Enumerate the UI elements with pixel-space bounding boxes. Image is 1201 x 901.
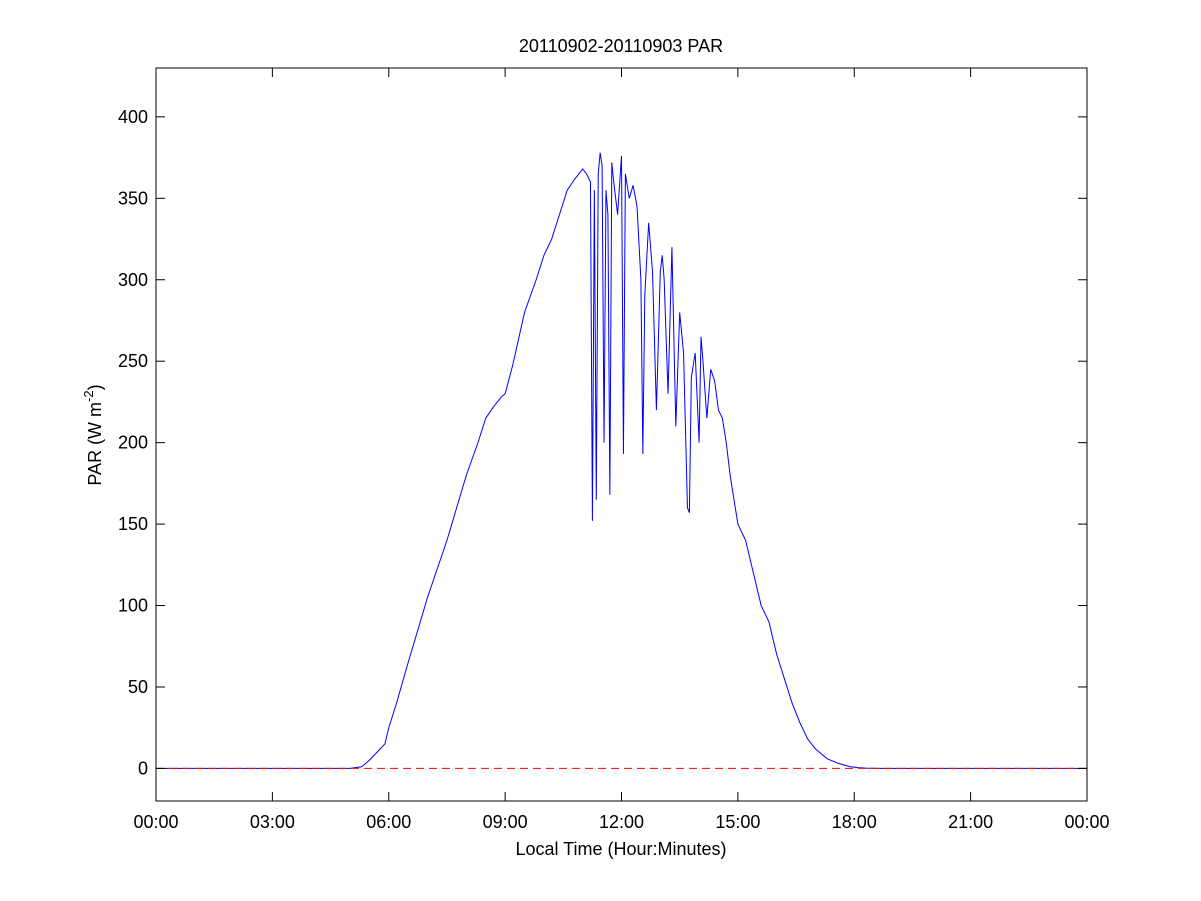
y-tick-label: 100 bbox=[118, 596, 148, 616]
y-tick-label: 400 bbox=[118, 107, 148, 127]
plot-content bbox=[156, 152, 1087, 769]
x-tick-label: 06:00 bbox=[366, 812, 411, 832]
series-line-0 bbox=[156, 152, 1087, 769]
x-tick-label: 00:00 bbox=[133, 812, 178, 832]
y-tick-label: 0 bbox=[138, 758, 148, 778]
chart-title: 20110902-20110903 PAR bbox=[519, 36, 723, 56]
ticks-layer: 00:00 03:00 06:00 09:00 12:00 15:00 18:00 21:00… bbox=[118, 68, 1110, 832]
x-tick-label: 03:00 bbox=[250, 812, 295, 832]
y-tick-label: 250 bbox=[118, 351, 148, 371]
x-axis-label: Local Time (Hour:Minutes) bbox=[515, 839, 726, 859]
y-axis-label-superscript: -2 bbox=[81, 390, 96, 402]
y-axis-label-close: ) bbox=[85, 384, 105, 390]
x-tick-label: 21:00 bbox=[948, 812, 993, 832]
x-tick-label: 18:00 bbox=[832, 812, 877, 832]
y-tick-label: 200 bbox=[118, 433, 148, 453]
y-tick-label: 350 bbox=[118, 188, 148, 208]
y-axis-label-main: PAR (W m bbox=[85, 402, 105, 486]
x-tick-label: 12:00 bbox=[599, 812, 644, 832]
x-tick-label: 15:00 bbox=[715, 812, 760, 832]
y-tick-label: 300 bbox=[118, 270, 148, 290]
y-axis-label: PAR (W m-2) bbox=[81, 384, 105, 485]
x-tick-label: 00:00 bbox=[1064, 812, 1109, 832]
y-tick-label: 150 bbox=[118, 514, 148, 534]
x-tick-label: 09:00 bbox=[483, 812, 528, 832]
y-tick-label: 50 bbox=[128, 677, 148, 697]
